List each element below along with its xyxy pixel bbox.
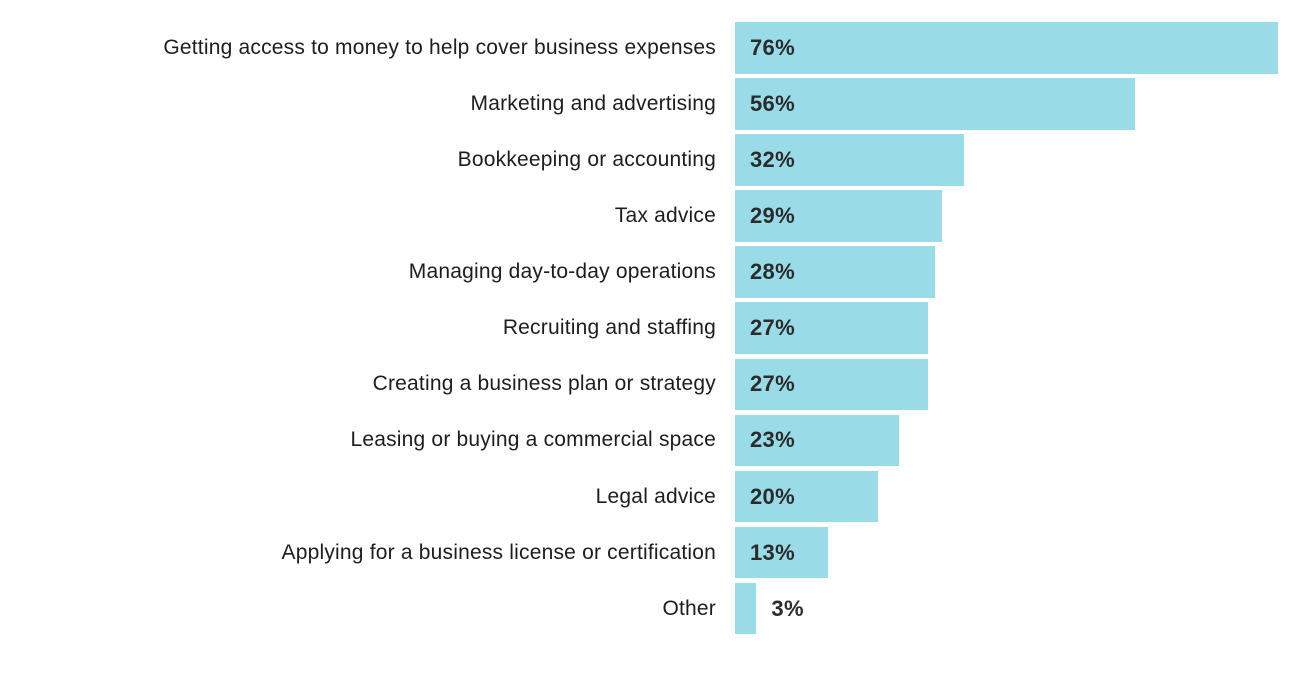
bar-track: 27% xyxy=(716,302,1300,354)
bar: 13% xyxy=(735,526,828,579)
category-label: Creating a business plan or strategy xyxy=(372,372,716,396)
bar: 56% xyxy=(735,78,1136,130)
bar-track: 76% xyxy=(716,22,1300,74)
bar-row: Applying for a business license or certi… xyxy=(28,526,1300,579)
bar-track: 23% xyxy=(716,414,1300,467)
category-label: Marketing and advertising xyxy=(470,91,716,115)
value-label: 23% xyxy=(750,427,795,453)
value-label: 20% xyxy=(750,483,795,509)
bar-track: 56% xyxy=(716,78,1300,130)
bar xyxy=(735,582,757,635)
bar-track: 13% xyxy=(716,526,1300,579)
bar-row: Legal advice 20% xyxy=(28,470,1300,523)
bar: 32% xyxy=(735,134,964,186)
value-label: 56% xyxy=(750,90,795,116)
bar-row: Bookkeeping or accounting 32% xyxy=(28,134,1300,186)
category-label: Legal advice xyxy=(595,484,716,508)
category-label: Tax advice xyxy=(614,204,716,228)
category-label: Other xyxy=(662,596,716,620)
category-label: Recruiting and staffing xyxy=(502,316,716,340)
bar-track: 28% xyxy=(716,246,1300,298)
value-label: 27% xyxy=(750,371,795,397)
value-label: 29% xyxy=(750,203,795,229)
bar-track: 32% xyxy=(716,134,1300,186)
bar: 27% xyxy=(735,302,928,354)
bar-row: Tax advice 29% xyxy=(28,190,1300,242)
value-label: 13% xyxy=(750,539,795,565)
bar: 20% xyxy=(735,470,878,523)
bar: 23% xyxy=(735,414,900,467)
bar: 29% xyxy=(735,190,943,242)
bar: 28% xyxy=(735,246,936,298)
bar-row: Creating a business plan or strategy 27% xyxy=(28,358,1300,411)
bar-row: Leasing or buying a commercial space 23% xyxy=(28,414,1300,467)
bar-track: 3% xyxy=(716,582,1300,635)
bar-row: Getting access to money to help cover bu… xyxy=(28,22,1300,74)
bar-track: 20% xyxy=(716,470,1300,523)
bar-track: 29% xyxy=(716,190,1300,242)
bar: 76% xyxy=(735,22,1279,74)
bar-row: Marketing and advertising 56% xyxy=(28,78,1300,130)
bar-track: 27% xyxy=(716,358,1300,411)
category-label: Getting access to money to help cover bu… xyxy=(163,35,716,59)
value-label: 3% xyxy=(771,595,804,621)
bar-row: Other 3% xyxy=(28,582,1300,635)
category-label: Managing day-to-day operations xyxy=(408,260,716,284)
bar-row: Managing day-to-day operations 28% xyxy=(28,246,1300,298)
bar-row: Recruiting and staffing 27% xyxy=(28,302,1300,354)
value-label: 28% xyxy=(750,259,795,285)
category-label: Leasing or buying a commercial space xyxy=(350,428,716,452)
category-label: Bookkeeping or accounting xyxy=(457,147,716,171)
bar: 27% xyxy=(735,358,928,411)
value-label: 76% xyxy=(750,34,795,60)
category-label: Applying for a business license or certi… xyxy=(281,540,716,564)
value-label: 27% xyxy=(750,315,795,341)
value-label: 32% xyxy=(750,146,795,172)
